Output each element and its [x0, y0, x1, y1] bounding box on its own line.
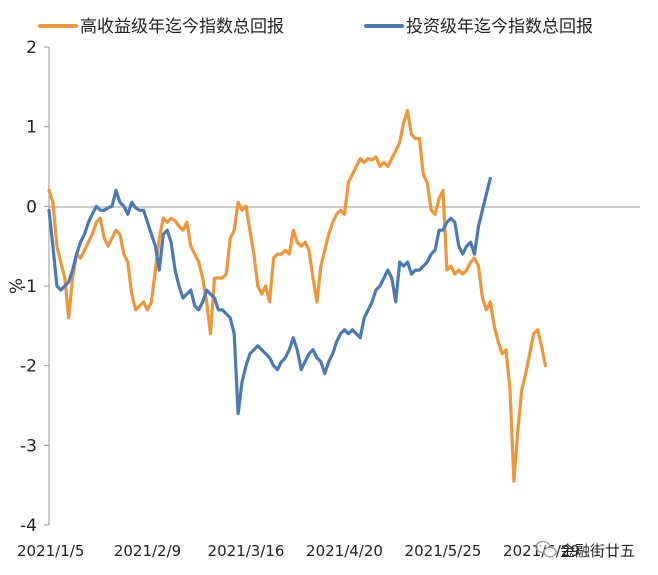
y-ticks: 2 1 0 -1 -2 -3 -4 [20, 38, 49, 536]
x-tick-label: 2021/3/16 [208, 542, 285, 560]
y-tick-label: 2 [26, 38, 37, 58]
y-tick-label: -2 [20, 357, 37, 377]
axes: 210-1-2-3-4 2021/1/5 2021/2/9 2021/3/16 202… [7, 38, 640, 560]
y-tick-label: -1 [20, 277, 37, 297]
x-ticks: 2021/1/5 2021/2/9 2021/3/16 2021/4/20 2021/5… [17, 542, 580, 560]
x-tick-label: 2021/5/25 [405, 542, 482, 560]
y-tick-label: -3 [20, 436, 37, 456]
y-tick-label: 0 [26, 197, 37, 217]
series-line-investment-grade [47, 176, 492, 416]
watermark-text: 金融街廿五 [560, 542, 635, 560]
x-tick-label: 2021/6/29 [503, 542, 580, 560]
series-lines [47, 109, 548, 483]
legend-label-high-yield: 高收益级年迄今指数总回报 [80, 17, 284, 37]
x-tick-label: 2021/1/5 [17, 542, 84, 560]
series-line-high-yield [47, 109, 548, 483]
y-axis-label: % [7, 278, 27, 294]
legend: 高收益级年迄今指数总回报 投资级年迄今指数总回报 [38, 17, 593, 37]
x-tick-label: 2021/4/20 [306, 542, 383, 560]
wechat-icon [535, 540, 557, 558]
watermark: 金融街廿五 [535, 540, 635, 560]
y-tick-label: 1 [26, 118, 37, 138]
legend-label-investment-grade: 投资级年迄今指数总回报 [406, 17, 593, 37]
x-tick-label: 2021/2/9 [114, 542, 181, 560]
y-tick-label: -4 [20, 516, 37, 536]
